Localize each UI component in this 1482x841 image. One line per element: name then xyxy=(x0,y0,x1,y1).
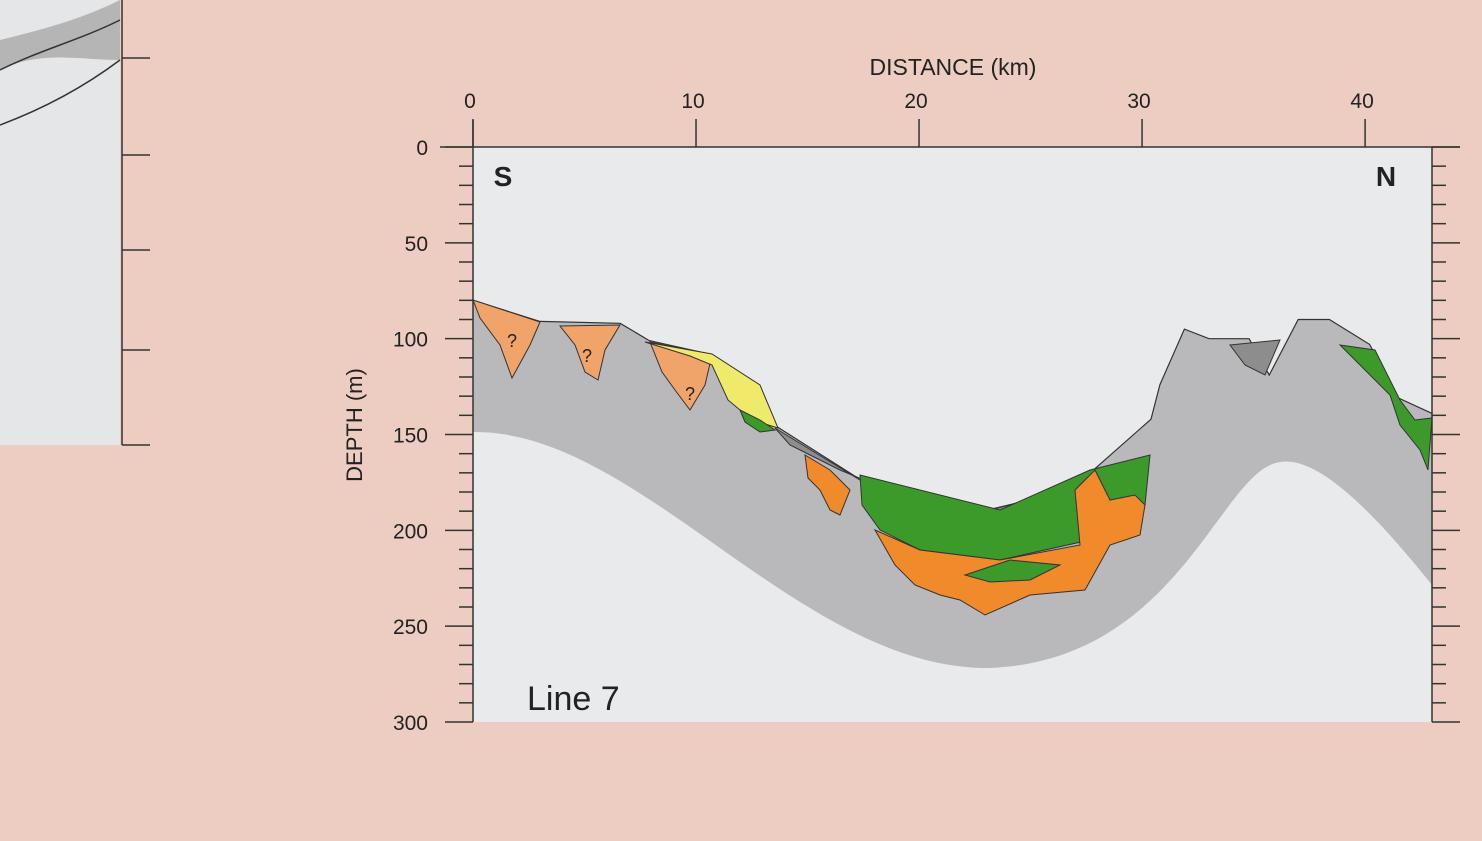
y-tick-label: 150 xyxy=(393,425,428,448)
annotation: ? xyxy=(685,384,695,404)
annotation: N xyxy=(1376,161,1396,192)
x-tick-label: 0 xyxy=(464,90,476,113)
x-tick-label: 40 xyxy=(1350,90,1373,113)
y-tick-label: 200 xyxy=(393,520,428,543)
y-tick-label: 300 xyxy=(393,712,428,735)
chart: DISTANCE (km) DEPTH (m) S N Line 7 ? ? ?… xyxy=(0,0,1482,836)
y-tick-label: 100 xyxy=(393,329,428,352)
annotation: Line 7 xyxy=(527,680,620,718)
y-tick-label: 0 xyxy=(416,137,428,160)
x-tick-label: 10 xyxy=(681,90,704,113)
x-tick-label: 30 xyxy=(1127,90,1150,113)
annotation: S xyxy=(494,161,513,192)
annotation: ? xyxy=(507,331,517,351)
x-axis-title: DISTANCE (km) xyxy=(870,54,1037,80)
y-tick-label: 50 xyxy=(405,233,428,256)
annotation: ? xyxy=(582,346,592,366)
side-panel xyxy=(0,0,120,445)
y-axis-title: DEPTH (m) xyxy=(342,368,367,482)
x-tick-label: 20 xyxy=(904,90,927,113)
page: DISTANCE (km) DEPTH (m) S N Line 7 ? ? ?… xyxy=(0,0,1482,836)
y-tick-label: 250 xyxy=(393,616,428,639)
